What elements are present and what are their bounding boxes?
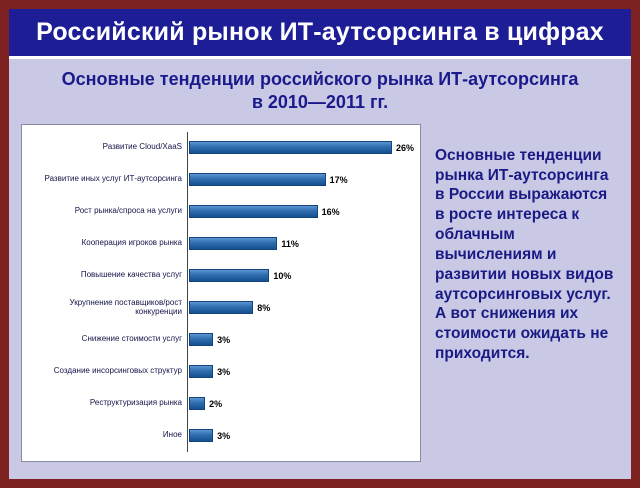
category-label: Создание инсорсинговых структур [53, 366, 182, 376]
bar-track: 3% [187, 355, 414, 388]
category-label: Повышение качества услуг [80, 270, 182, 280]
bar-track: 11% [187, 227, 414, 260]
bar [189, 237, 278, 251]
category-label: Реструктуризация рынка [89, 398, 182, 408]
bar [189, 333, 214, 347]
commentary-text: Основные тенденции рынка ИТ-аутсорсинга … [435, 146, 614, 363]
value-label: 3% [217, 366, 231, 377]
value-label: 26% [395, 142, 414, 153]
category-label: Кооперация игроков рынка [81, 238, 182, 248]
category-label: Иное [162, 430, 182, 440]
chart-row: Укрупнение поставщиков/рост конкуренции 8… [24, 291, 414, 324]
subtitle-line-2: в 2010—2011 гг. [251, 92, 389, 113]
bar-track: 3% [187, 323, 414, 356]
chart-row: Рост рынка/спроса на услуги 16% [24, 195, 414, 228]
bar [189, 141, 392, 155]
chart-row: Снижение стоимости услуг 3% [24, 323, 414, 356]
bar-track: 17% [187, 163, 414, 196]
value-label: 16% [321, 206, 340, 217]
chart-row: Создание инсорсинговых структур 3% [24, 355, 414, 388]
bar-track: 8% [187, 291, 414, 324]
bar-track: 10% [187, 259, 414, 292]
chart-row: Развитие Cloud/XaaS 26% [24, 131, 414, 164]
chart-row: Развитие иных услуг ИТ-аутсорсинга 17% [24, 163, 414, 196]
bar [189, 173, 326, 187]
bar-track: 2% [187, 387, 414, 420]
slide-subtitle: Основные тенденции российского рынка ИТ-… [9, 59, 631, 122]
chart-row: Реструктуризация рынка 2% [24, 387, 414, 420]
bar-track: 3% [187, 419, 414, 452]
value-label: 3% [217, 430, 231, 441]
value-label: 3% [217, 334, 231, 345]
value-label: 8% [257, 302, 271, 313]
value-label: 2% [209, 398, 223, 409]
category-label: Укрупнение поставщиков/рост конкуренции [69, 297, 182, 316]
category-label: Развитие Cloud/XaaS [102, 142, 182, 152]
bar [189, 269, 270, 283]
page-title: Российский рынок ИТ-аутсорсинга в цифрах [36, 18, 604, 46]
bar [189, 429, 214, 443]
bar-track: 26% [187, 131, 414, 164]
value-label: 10% [273, 270, 292, 281]
chart-rows: Развитие Cloud/XaaS 26% Развитие иных услу… [24, 131, 414, 452]
chart-row: Повышение качества услуг 10% [24, 259, 414, 292]
main-content: Развитие Cloud/XaaS 26% Развитие иных услу… [9, 122, 631, 462]
value-label: 11% [281, 238, 299, 249]
category-label: Развитие иных услуг ИТ-аутсорсинга [44, 174, 183, 184]
subtitle-line-1: Основные тенденции российского рынка ИТ-… [61, 69, 579, 89]
header-bar: Российский рынок ИТ-аутсорсинга в цифрах [9, 9, 631, 59]
value-label: 17% [329, 174, 348, 185]
bar-track: 16% [187, 195, 414, 228]
chart-row: Кооперация игроков рынка 11% [24, 227, 414, 260]
bar [189, 301, 254, 315]
category-label: Снижение стоимости услуг [81, 334, 182, 344]
category-label: Рост рынка/спроса на услуги [74, 206, 182, 216]
bar [189, 205, 318, 219]
bar [189, 397, 206, 411]
bar [189, 365, 214, 379]
chart-row: Иное 3% [24, 419, 414, 452]
bar-chart: Развитие Cloud/XaaS 26% Развитие иных услу… [21, 123, 421, 462]
